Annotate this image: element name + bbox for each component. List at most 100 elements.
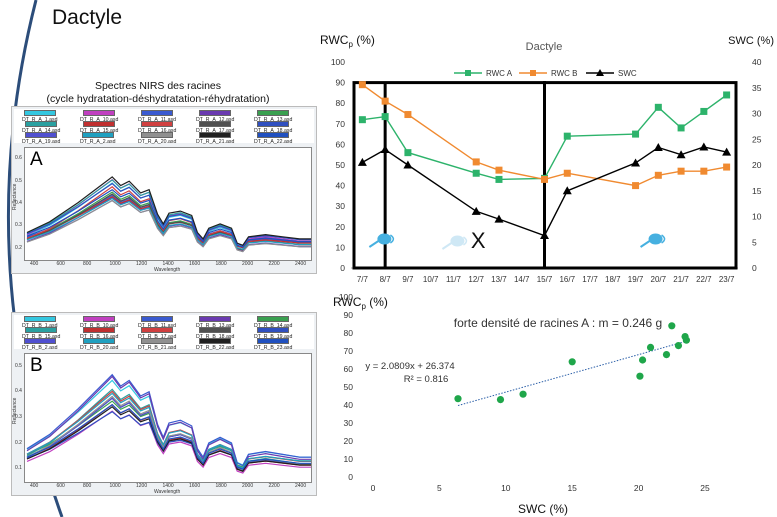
watering-can-icon: [368, 233, 395, 248]
line-x-tick: 23/7: [719, 275, 735, 284]
nirs-legend-entry: DT_R_B_22.asd: [196, 338, 234, 351]
scatter-y-tick: 40: [344, 400, 354, 410]
legend-swatch: [141, 132, 174, 138]
nirs-x-tick: 2400: [295, 261, 307, 267]
line-y-tick: 50: [336, 160, 346, 170]
nirs-legend-entry: DT_R_A_11.asd: [138, 110, 176, 123]
r-squared: R² = 0.816: [404, 374, 449, 385]
legend-swatch: [257, 110, 290, 116]
line-y-tick: 10: [336, 242, 346, 252]
y-label-main: RWC: [320, 33, 349, 47]
legend-swatch: [81, 132, 114, 138]
nirs-x-tick: 1800: [215, 483, 227, 489]
nirs-legend-entry: DT_R_B_20.asd: [80, 338, 118, 351]
nirs-legend-entry: DT_R_B_16.asd: [80, 327, 118, 340]
watering-can-spout: [441, 242, 452, 250]
scatter-x-tick: 20: [634, 483, 644, 493]
nirs-x-tick: 800: [83, 261, 92, 267]
nirs-legend-a: DT_R_A_1.asd DT_R_A_10.asd DT_R_A_11.asd DT…: [14, 109, 314, 145]
line-y-tick: 100: [331, 57, 345, 67]
y-label-sub: p: [348, 40, 353, 49]
legend-swatch: [199, 110, 232, 116]
series-line-swc: [362, 146, 727, 237]
nirs-legend-entry: DT_R_B_18.asd: [196, 327, 234, 340]
nirs-legend-entry: DT_R_A_21.asd: [196, 132, 234, 145]
legend-swatch: [23, 338, 56, 344]
nirs-legend-entry: DT_R_B_15.asd: [22, 327, 60, 340]
legend-swatch: [199, 327, 232, 333]
regression-equation: y = 2.0809x + 26.374: [365, 361, 454, 372]
scatter-x-tick: 15: [567, 483, 577, 493]
nirs-legend-entry: DT_R_B_21.asd: [138, 338, 176, 351]
legend-label: DT_R_A_17.asd: [196, 128, 235, 134]
nirs-panel-a: DT_R_A_1.asd DT_R_A_10.asd DT_R_A_11.asd DT…: [11, 106, 317, 274]
legend-label: DT_R_B_16.asd: [80, 334, 119, 340]
scatter-y-tick: 100: [339, 292, 353, 302]
legend-swatch: [25, 121, 58, 127]
data-point: [403, 160, 413, 169]
line-y2-tick: 25: [752, 134, 762, 144]
legend-swatch: [199, 316, 232, 322]
legend-swatch: [25, 132, 58, 138]
line-y2-axis-label: SWC (%): [728, 35, 774, 47]
legend-label: DT_R_B_14.asd: [254, 323, 293, 329]
line-x-tick: 19/7: [628, 275, 644, 284]
scatter-y-tick: 0: [348, 472, 353, 482]
line-x-tick: 14/7: [514, 275, 530, 284]
nirs-y-tick: 0.4: [15, 200, 22, 206]
nirs-legend-entry: DT_R_A_16.asd: [138, 121, 176, 134]
data-point: [380, 145, 390, 154]
legend-swatch: [199, 338, 232, 344]
legend-label: DT_R_B_23.asd: [254, 345, 293, 351]
line-y-tick: 60: [336, 139, 346, 149]
scatter-y-tick: 80: [344, 328, 354, 338]
scatter-y-tick: 60: [344, 364, 354, 374]
legend-label: DT_R_B_2.asd: [22, 345, 58, 351]
data-point: [357, 157, 367, 166]
legend-swatch: [83, 110, 116, 116]
data-point: [654, 103, 662, 111]
legend-label: DT_R_A_11.asd: [138, 117, 176, 123]
legend-swatch: [25, 327, 58, 333]
legend-marker: [530, 70, 536, 76]
line-y2-tick: 5: [752, 237, 757, 247]
legend-label: DT_R_A_12.asd: [196, 117, 235, 123]
data-point: [654, 171, 662, 179]
legend-swatch: [83, 327, 116, 333]
nirs-plot-b: [24, 353, 312, 483]
line-legend-entry: RWC B: [519, 69, 578, 78]
line-y-tick: 0: [340, 263, 345, 273]
data-point: [563, 169, 571, 177]
nirs-legend-entry: DT_R_A_15.asd: [80, 121, 118, 134]
line-x-tick: 13/7: [491, 275, 507, 284]
nirs-y-tick: 0.2: [15, 439, 22, 446]
nirs-x-tick: 800: [83, 483, 92, 489]
line-x-tick: 8/7: [380, 275, 392, 284]
nirs-panel-b: DT_R_B_1.asd DT_R_B_10.asd DT_R_B_11.asd DT…: [11, 312, 317, 496]
nirs-spectrum-line: [26, 392, 311, 469]
nirs-panel-label: B: [30, 355, 43, 376]
nirs-legend-entry: DT_R_A_2.asd: [80, 132, 115, 145]
legend-label: RWC B: [551, 69, 578, 78]
line-y2-tick: 10: [752, 212, 762, 222]
legend-label: DT_R_B_21.asd: [138, 345, 177, 351]
nirs-legend-entry: DT_R_A_19.asd: [22, 132, 60, 145]
line-y-axis-label: RWCp (%): [320, 33, 375, 49]
legend-label: DT_R_A_16.asd: [138, 128, 177, 134]
line-x-tick: 12/7: [468, 275, 484, 284]
data-point: [653, 142, 663, 151]
line-x-tick: 20/7: [651, 275, 667, 284]
nirs-x-tick: 2000: [242, 261, 254, 267]
series-line-rwc-a: [362, 94, 728, 181]
line-y2-tick: 40: [752, 57, 762, 67]
nirs-spectrum-line: [26, 403, 311, 471]
data-point: [723, 91, 731, 99]
line-y2-tick: 35: [752, 83, 762, 93]
legend-swatch: [257, 338, 290, 344]
nirs-caption-line2: (cycle hydratation-déshydratation-réhydr…: [46, 93, 270, 105]
nirs-legend-entry: DT_R_A_20.asd: [138, 132, 176, 145]
nirs-x-tick: 600: [56, 483, 65, 489]
watering-can-icon: [441, 235, 468, 250]
nirs-spectrum-line: [26, 373, 311, 467]
nirs-y-tick: 0.1: [15, 465, 22, 472]
